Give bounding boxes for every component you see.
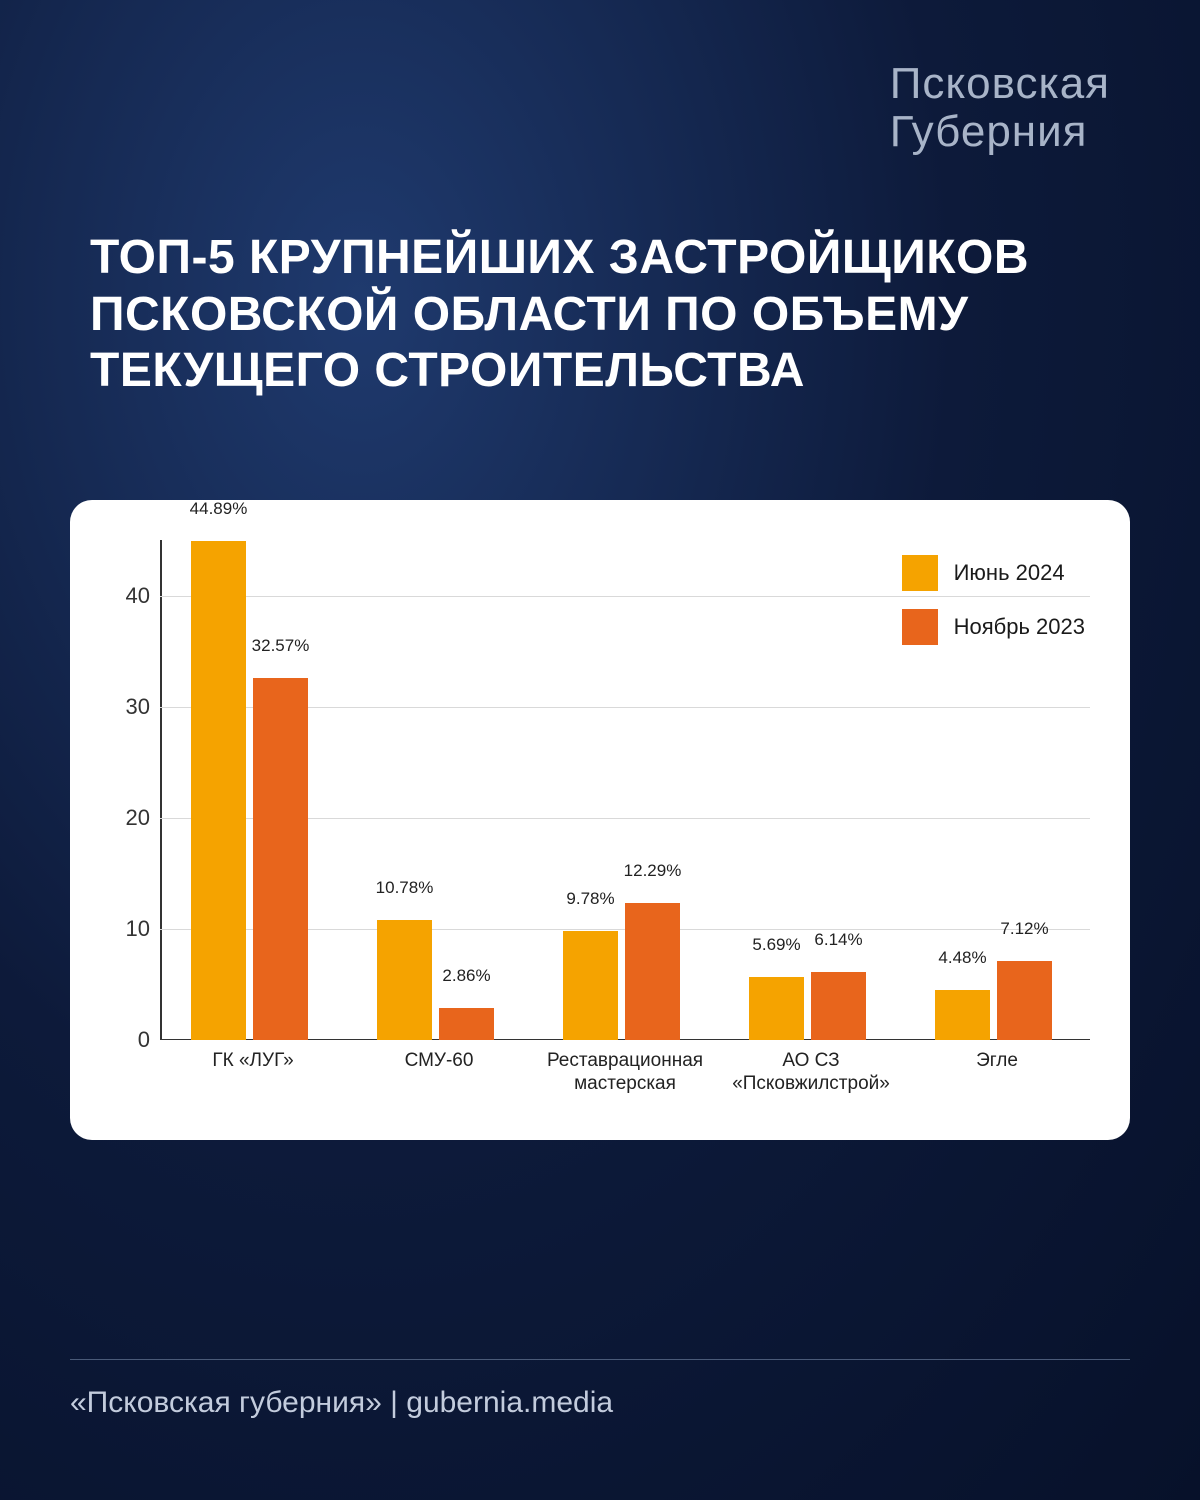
chart-card: 01020304044.89%32.57%ГК «ЛУГ»10.78%2.86%…: [70, 500, 1130, 1140]
bar: [625, 903, 680, 1040]
y-tick-label: 30: [110, 694, 150, 720]
bar-value-label: 32.57%: [236, 636, 326, 656]
bar-group: 10.78% 2.86%: [349, 540, 529, 1040]
footer-rule: [70, 1359, 1130, 1360]
y-tick-label: 0: [110, 1027, 150, 1053]
y-tick-label: 40: [110, 583, 150, 609]
bar: [439, 1008, 494, 1040]
category-label: ГК «ЛУГ»: [163, 1050, 343, 1073]
category-label: СМУ-60: [349, 1050, 529, 1073]
bar-value-label: 12.29%: [608, 861, 698, 881]
bar-value-label: 2.86%: [422, 966, 512, 986]
legend-item: Ноябрь 2023: [902, 609, 1085, 645]
category-label: Реставрационнаямастерская: [535, 1050, 715, 1096]
bar-value-label: 4.48%: [918, 948, 1008, 968]
bar: [997, 961, 1052, 1040]
bar-value-label: 44.89%: [174, 499, 264, 519]
legend-swatch: [902, 555, 938, 591]
brand-line2: Губерния: [890, 108, 1110, 156]
y-tick-label: 20: [110, 805, 150, 831]
brand-line1: Псковская: [890, 60, 1110, 108]
legend-item: Июнь 2024: [902, 555, 1085, 591]
legend-label: Ноябрь 2023: [954, 614, 1085, 640]
bar-group: 5.69%6.14%: [721, 540, 901, 1040]
y-tick-label: 10: [110, 916, 150, 942]
bar: [563, 931, 618, 1040]
category-label: АО СЗ«Псковжилстрой»: [721, 1050, 901, 1096]
bar-value-label: 9.78%: [546, 889, 636, 909]
bar-value-label: 7.12%: [980, 919, 1070, 939]
bar: [749, 977, 804, 1040]
bar: [253, 678, 308, 1040]
bar: [191, 541, 246, 1040]
category-label: Эгле: [907, 1050, 1087, 1073]
bar-group: 44.89%32.57%: [163, 540, 343, 1040]
y-axis: [160, 540, 162, 1040]
bar-group: 9.78% 12.29%: [535, 540, 715, 1040]
bar: [811, 972, 866, 1040]
bar: [935, 990, 990, 1040]
page-title: ТОП-5 КРУПНЕЙШИХ ЗАСТРОЙЩИКОВ ПСКОВСКОЙ …: [90, 230, 1110, 400]
brand-logo: Псковская Губерния: [890, 60, 1110, 157]
footer-text: «Псковская губерния» | gubernia.media: [70, 1386, 613, 1420]
bar-value-label: 6.14%: [794, 930, 884, 950]
legend-label: Июнь 2024: [954, 560, 1065, 586]
chart-legend: Июнь 2024 Ноябрь 2023: [902, 555, 1085, 663]
bar-value-label: 10.78%: [360, 878, 450, 898]
legend-swatch: [902, 609, 938, 645]
